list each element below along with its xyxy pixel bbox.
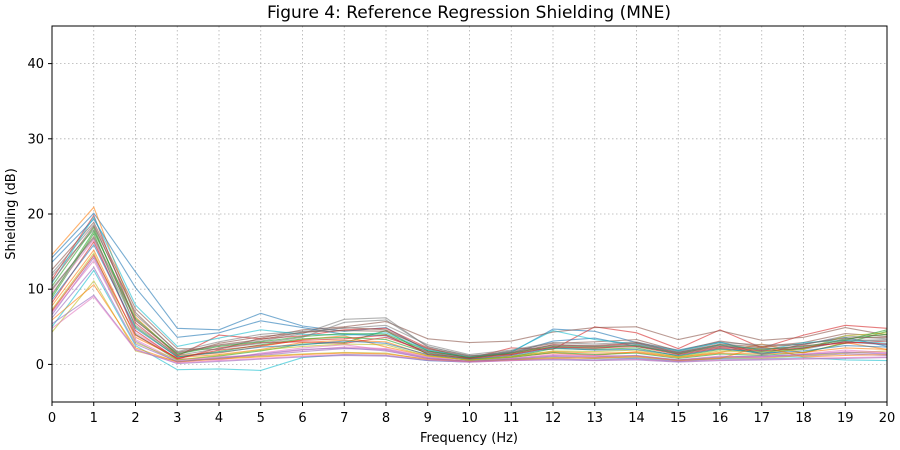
x-tick-label: 20 [879, 411, 896, 426]
x-tick-label: 14 [628, 411, 645, 426]
x-tick-label: 1 [90, 411, 98, 426]
y-tick-label: 10 [27, 283, 44, 298]
y-tick-label: 0 [36, 358, 44, 373]
y-tick-label: 20 [27, 208, 44, 223]
x-tick-label: 12 [545, 411, 562, 426]
series-line-27 [51, 295, 888, 364]
series-line-18 [51, 223, 888, 356]
x-tick-label: 10 [461, 411, 478, 426]
x-tick-label: 17 [753, 411, 770, 426]
y-tick-label: 30 [27, 132, 44, 147]
axis-ticks: 0 1 2 3 4 5 6 7 8 9 10 11 12 13 14 15 16 17 18 19 2001020304… [27, 57, 895, 426]
series-line-25 [51, 266, 888, 362]
series-line-3 [51, 232, 888, 362]
x-tick-label: 9 [424, 411, 432, 426]
x-tick-label: 0 [48, 411, 56, 426]
series-line-28 [51, 237, 888, 357]
x-tick-label: 3 [173, 411, 181, 426]
x-tick-label: 18 [795, 411, 812, 426]
x-tick-label: 2 [131, 411, 139, 426]
x-tick-label: 13 [586, 411, 603, 426]
x-tick-label: 8 [382, 411, 390, 426]
x-tick-label: 7 [340, 411, 348, 426]
x-tick-label: 19 [837, 411, 854, 426]
y-tick-label: 40 [27, 57, 44, 72]
x-tick-label: 6 [298, 411, 306, 426]
x-tick-label: 11 [503, 411, 520, 426]
y-axis-label: Shielding (dB) [4, 168, 19, 260]
x-tick-label: 16 [712, 411, 729, 426]
chart-title: Figure 4: Reference Regression Shielding… [267, 3, 671, 23]
x-axis-label: Frequency (Hz) [420, 431, 518, 446]
x-tick-label: 15 [670, 411, 687, 426]
x-tick-label: 5 [257, 411, 265, 426]
series-line-24 [51, 254, 888, 359]
series-lines [51, 206, 888, 371]
x-tick-label: 4 [215, 411, 223, 426]
series-line-21 [51, 243, 888, 360]
